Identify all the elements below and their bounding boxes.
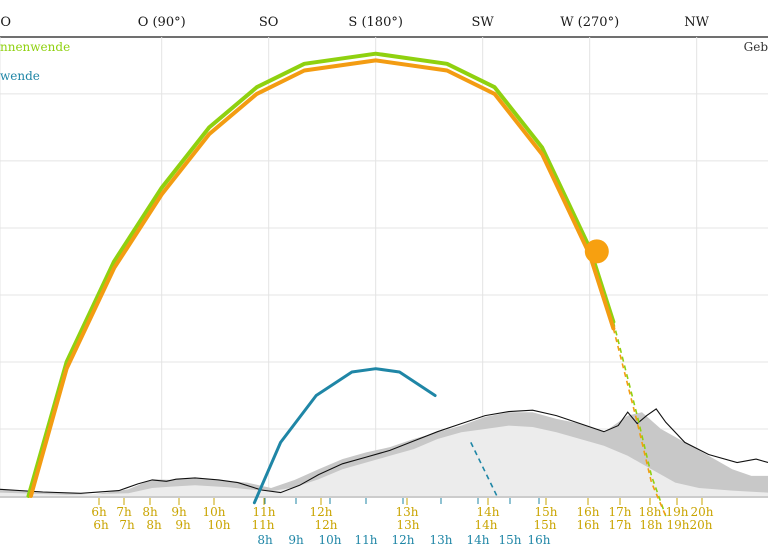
- hour-label: 8h: [142, 505, 158, 519]
- hour-label: 10h: [208, 518, 231, 532]
- grid: [0, 36, 768, 498]
- hour-label: 11h: [252, 518, 275, 532]
- hour-label: 19h: [667, 518, 690, 532]
- hour-label: 14h: [475, 518, 498, 532]
- today-curve-below-horizon: [612, 328, 667, 517]
- hour-label: 14h: [477, 505, 500, 519]
- hour-label: 18h: [639, 505, 662, 519]
- hour-label: 10h: [319, 533, 342, 547]
- hour-label: 15h: [535, 505, 558, 519]
- hour-label: 17h: [609, 518, 632, 532]
- hour-label: 7h: [116, 505, 132, 519]
- hour-labels: 6h 7h 8h 9h 10h 11h 12h 13h 14h 15h 16h 17h 18h 19h 20…: [91, 498, 714, 547]
- hour-label: 12h: [310, 505, 333, 519]
- hour-label: 8h: [257, 533, 273, 547]
- direction-labels: NO O (90°) SO S (180°) SW W (270°) NW: [0, 15, 710, 30]
- direction-label: NO: [0, 15, 11, 30]
- hour-label: 12h: [315, 518, 338, 532]
- sun-marker: [584, 239, 609, 264]
- hour-label: 6h: [91, 505, 107, 519]
- hour-label: 15h: [499, 533, 522, 547]
- hour-label: 9h: [175, 518, 191, 532]
- hour-label: 17h: [609, 505, 632, 519]
- hour-label: 7h: [119, 518, 135, 532]
- direction-label: S (180°): [348, 15, 403, 30]
- hour-label: 16h: [528, 533, 551, 547]
- direction-label: SW: [472, 15, 495, 30]
- summer-curve-below-horizon: [612, 321, 667, 517]
- summer-curve: [26, 51, 616, 498]
- hour-label: 16h: [577, 505, 600, 519]
- direction-label: NW: [684, 15, 709, 30]
- hour-label: 20h: [691, 505, 714, 519]
- sun-curves: [26, 51, 667, 517]
- direction-label: W (270°): [560, 15, 619, 30]
- hour-label: 14h: [467, 533, 490, 547]
- hour-label: 20h: [690, 518, 713, 532]
- horizon-profile: [0, 408, 768, 496]
- hour-label: 9h: [171, 505, 187, 519]
- hour-label: 11h: [253, 505, 276, 519]
- horizon-shadow-light: [0, 425, 768, 496]
- hour-label: 15h: [534, 518, 557, 532]
- direction-label: O (90°): [138, 15, 186, 30]
- hour-label: 13h: [430, 533, 453, 547]
- hour-label: 6h: [93, 518, 109, 532]
- legend-summer: nnenwende: [0, 40, 70, 54]
- horizon-outline: [0, 408, 768, 494]
- hour-label: 16h: [577, 518, 600, 532]
- sun-marker-group: [584, 239, 609, 264]
- hour-label: 10h: [203, 505, 226, 519]
- today-curve: [28, 58, 616, 498]
- winter-curve-below-horizon: [470, 442, 498, 497]
- direction-label: SO: [259, 15, 279, 30]
- hour-label: 9h: [288, 533, 304, 547]
- hour-label: 18h: [640, 518, 663, 532]
- legend: nnenwende wende Geb: [0, 40, 768, 83]
- hour-label: 11h: [355, 533, 378, 547]
- hour-label: 19h: [666, 505, 689, 519]
- legend-horizon: Geb: [744, 40, 768, 54]
- hour-label: 8h: [146, 518, 162, 532]
- hour-label: 12h: [392, 533, 415, 547]
- winter-curve: [252, 367, 437, 505]
- hour-label: 13h: [397, 518, 420, 532]
- legend-winter: wende: [0, 69, 40, 83]
- hour-label: 13h: [396, 505, 419, 519]
